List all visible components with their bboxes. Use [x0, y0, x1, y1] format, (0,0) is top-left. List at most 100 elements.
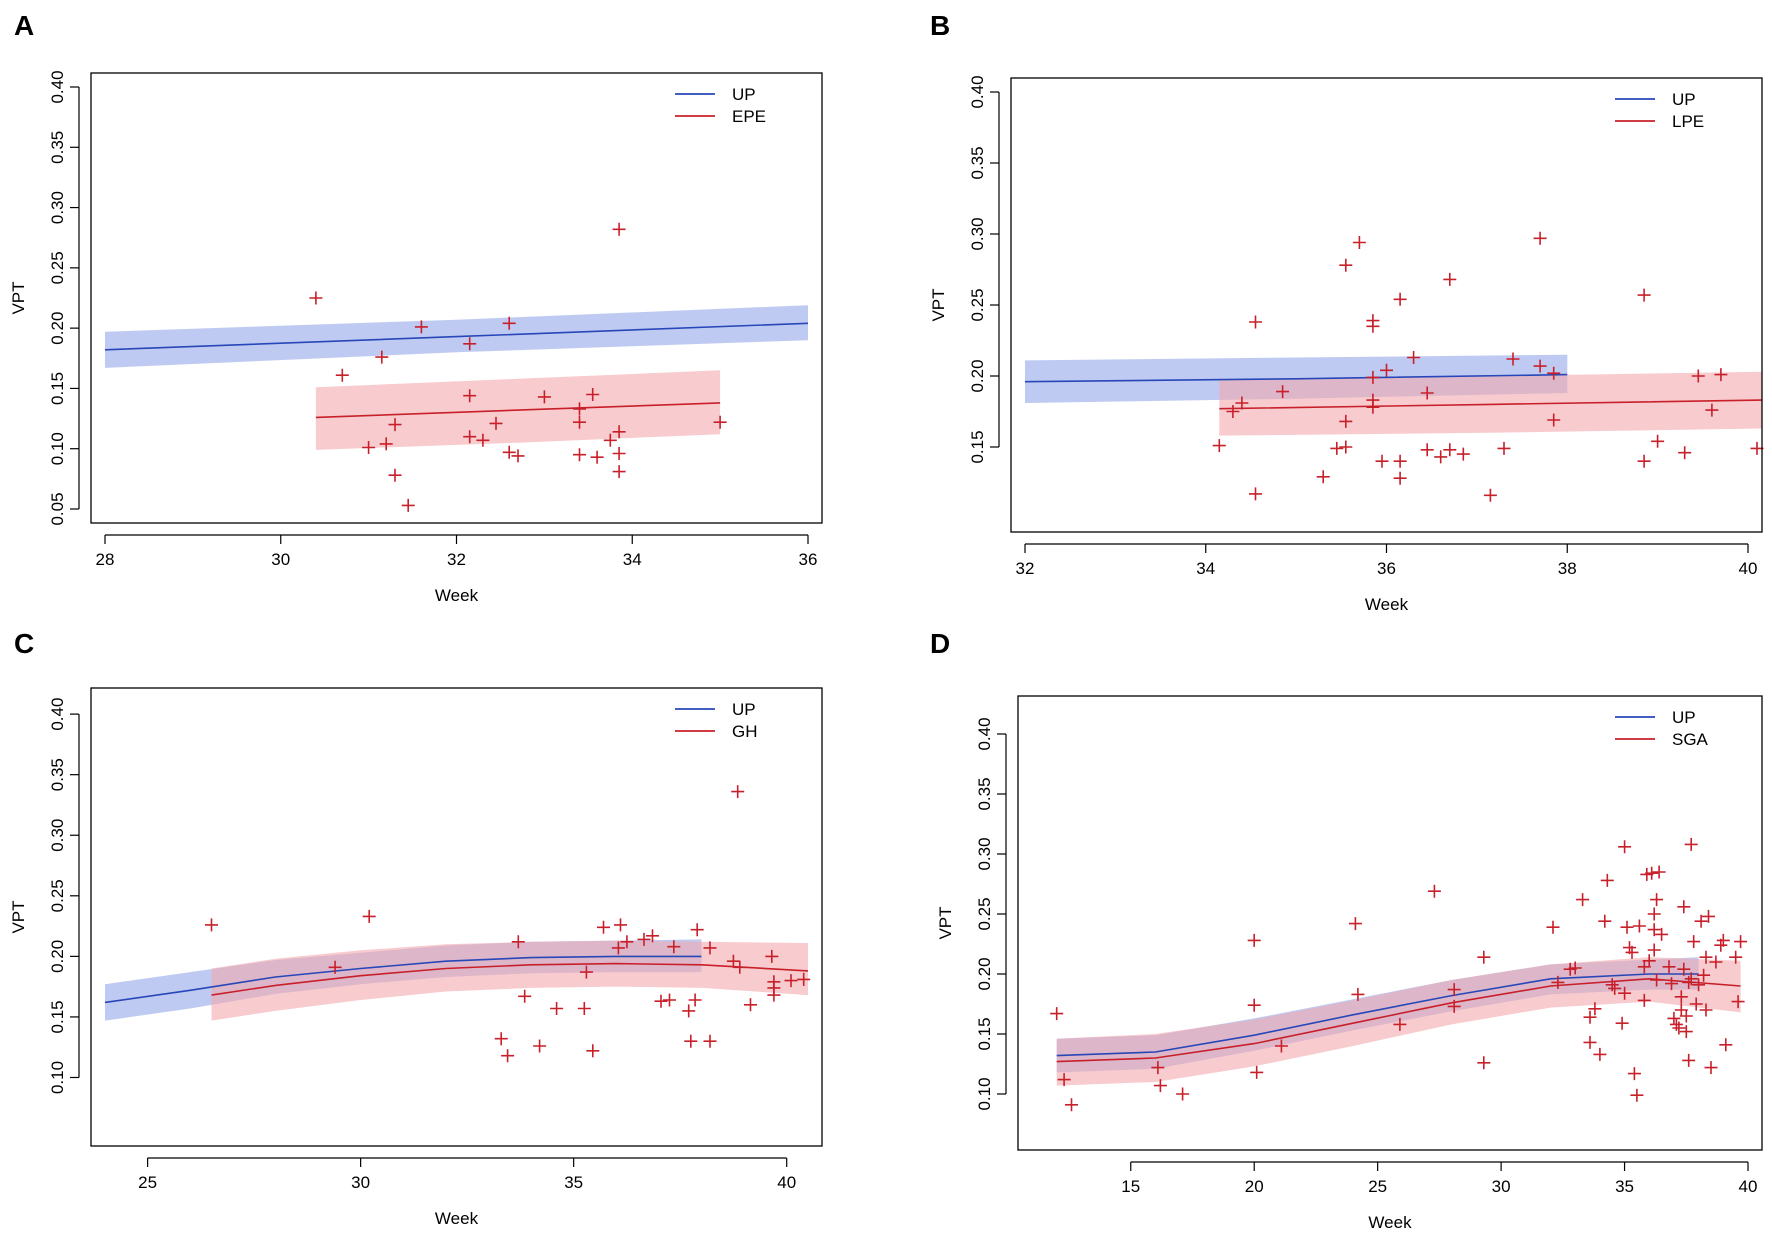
panel-a-data-point: [502, 445, 516, 459]
panel-d-x-tick-label: 35: [1615, 1177, 1634, 1196]
panel-d-data-point: [1665, 977, 1678, 991]
panel-c-data-point: [703, 1034, 717, 1048]
panel-a-x-tick-label: 34: [623, 550, 642, 569]
panel-a-y-tick-label: 0.10: [48, 432, 67, 465]
panel-a-y-tick-label: 0.20: [48, 312, 67, 345]
panel-d-data-point: [1615, 1016, 1629, 1030]
panel-c-data-point: [586, 1044, 600, 1058]
panel-b-x-tick-label: 36: [1377, 559, 1396, 578]
panel-c-data-point: [654, 994, 668, 1008]
panel-c-y-tick-label: 0.25: [48, 879, 67, 912]
panel-label-a: A: [14, 10, 35, 41]
panel-b-data-point: [1393, 471, 1407, 485]
panel-c-data-point: [690, 923, 704, 937]
panel-a-group: 28 30 32 34 36 Week 0.05 0.10 0.15 0.20 0.25 0.30 0.…: [9, 70, 823, 605]
panel-c-y-tick-label: 0.30: [48, 819, 67, 852]
panel-d-data-point: [1576, 893, 1590, 907]
panel-c-data-point: [733, 960, 747, 974]
panel-d-data-point: [1650, 893, 1664, 907]
panel-b-data-point: [1330, 441, 1344, 455]
panel-b-data-point: [1316, 470, 1330, 484]
panel-d-fit-line-up: [1056, 973, 1699, 1057]
panel-b-legend-label-lpe: LPE: [1672, 112, 1704, 131]
panel-d-data-point: [1684, 837, 1698, 851]
panel-a-y-tick-label: 0.30: [48, 191, 67, 224]
panel-c-legend-label-gh: GH: [732, 722, 758, 741]
panel-c-data-point: [797, 972, 811, 986]
panel-d-data-point: [1647, 923, 1661, 937]
panel-b-y-tick-label: 0.30: [968, 217, 987, 250]
panel-a-fit-line-epe: [315, 402, 721, 419]
panel-d-data-point: [1627, 1067, 1641, 1081]
panel-c-x-axis-label: Week: [435, 1209, 479, 1228]
panel-d-plot-frame: [1017, 695, 1763, 1151]
panel-c-y-tick-label: 0.15: [48, 1000, 67, 1033]
panel-d-y-tick-label: 0.35: [975, 777, 994, 810]
panel-b-y-tick-label: 0.25: [968, 288, 987, 321]
panel-d-data-point: [1447, 983, 1461, 997]
panel-c-data-point: [731, 785, 745, 799]
panel-c-data-point: [550, 1002, 564, 1015]
panel-c-y-tick-label: 0.35: [48, 758, 67, 791]
panel-c-data-point: [205, 918, 218, 932]
panel-b-data-point: [1637, 288, 1651, 302]
panel-b-data-point: [1456, 447, 1470, 461]
panel-c-x-tick-label: 40: [777, 1173, 796, 1192]
panel-c-data-point: [646, 929, 659, 943]
panel-b-data-point: [1366, 319, 1380, 333]
panel-b-data-point: [1226, 405, 1240, 418]
panel-b-fit-line-lpe: [1219, 399, 1762, 410]
panel-b-data-point: [1407, 351, 1421, 364]
panel-a-data-point: [573, 448, 586, 462]
panel-c-data-point: [620, 935, 634, 949]
panel-a-x-tick-label: 36: [799, 550, 818, 569]
panel-b-data-point: [1533, 231, 1547, 245]
panel-d-data-point: [1632, 919, 1646, 933]
panel-c-data-point: [579, 965, 593, 979]
panel-d-data-point: [1709, 955, 1723, 969]
panel-a-legend-label-up: UP: [732, 85, 756, 104]
panel-b-data-point: [1547, 413, 1561, 427]
panel-d-data-point: [1583, 1035, 1597, 1049]
panel-d-data-point: [1477, 950, 1491, 964]
panel-d-data-point: [1716, 933, 1730, 947]
panel-d-data-point: [1393, 1017, 1407, 1031]
panel-b-data-point: [1212, 439, 1226, 453]
panel-d-data-point: [1731, 995, 1745, 1009]
panel-label-c: C: [14, 628, 35, 659]
panel-a-x-tick-label: 32: [447, 550, 466, 569]
panel-c-data-point: [328, 960, 342, 974]
panel-c-data-point: [362, 909, 376, 923]
panel-d-data-point: [1250, 1065, 1264, 1079]
panel-c-plot-frame: [90, 687, 823, 1147]
panel-b-data-point: [1339, 258, 1353, 272]
panel-b-data-point: [1547, 366, 1561, 380]
panel-d-x-tick-label: 40: [1739, 1177, 1758, 1196]
panel-c-x-tick-label: 30: [351, 1173, 370, 1192]
panel-a-data-point: [590, 450, 604, 464]
panel-b-data-point: [1420, 443, 1434, 457]
panel-c-band-gh: [211, 940, 808, 1021]
panel-c-data-point: [667, 940, 681, 954]
panel-b-data-point: [1533, 359, 1547, 373]
panel-c-legend-label-up: UP: [732, 700, 756, 719]
panel-d-data-point: [1608, 981, 1622, 995]
panel-d-data-point: [1669, 1017, 1683, 1031]
panel-d-data-point: [1620, 920, 1634, 934]
panel-b-x-tick-label: 32: [1016, 559, 1035, 578]
panel-b-data-point: [1380, 363, 1393, 377]
panel-d-data-point: [1625, 945, 1639, 959]
panel-a-data-point: [612, 222, 626, 236]
panel-d-data-point: [1667, 1011, 1681, 1025]
panel-c-data-point: [597, 920, 610, 934]
panel-a-data-point: [612, 465, 626, 479]
panel-a-data-point: [463, 430, 477, 444]
panel-d-data-point: [1274, 1039, 1288, 1053]
panel-d-data-point: [1447, 999, 1461, 1013]
panel-d-data-point: [1583, 1010, 1597, 1024]
panel-d-data-point: [1637, 993, 1651, 1007]
panel-c-data-point: [511, 935, 525, 949]
panel-d-data-point: [1153, 1079, 1167, 1093]
panel-a-data-point: [414, 320, 428, 334]
